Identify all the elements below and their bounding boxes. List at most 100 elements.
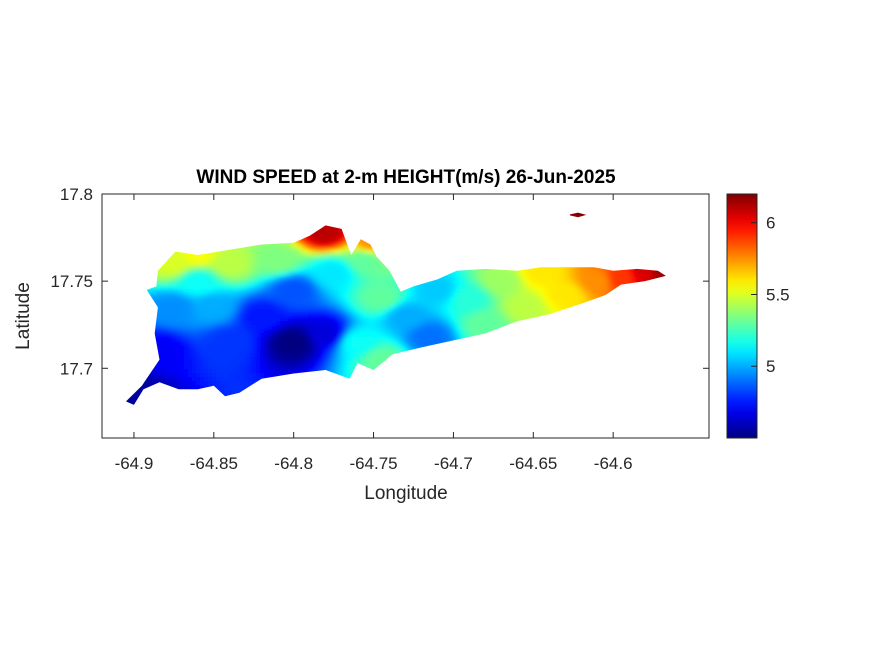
field-cell — [316, 237, 321, 242]
field-cell — [360, 329, 365, 334]
field-cell — [188, 293, 193, 298]
field-cell — [396, 337, 401, 342]
field-cell — [392, 321, 397, 326]
field-cell — [244, 377, 249, 382]
field-cell — [292, 293, 297, 298]
field-cell — [344, 349, 349, 354]
field-cell — [436, 301, 441, 306]
field-cell — [164, 293, 169, 298]
field-cell — [264, 277, 269, 282]
field-cell — [464, 273, 469, 278]
field-cell — [316, 249, 321, 254]
field-cell — [436, 305, 441, 310]
field-cell — [292, 337, 297, 342]
field-cell — [396, 341, 401, 346]
field-cell — [216, 361, 221, 366]
field-cell — [252, 285, 257, 290]
field-cell — [180, 317, 185, 322]
field-cell — [212, 277, 217, 282]
field-cell — [336, 269, 341, 274]
field-cell — [372, 361, 377, 366]
field-cell — [216, 269, 221, 274]
field-cell — [320, 241, 325, 246]
field-cell — [440, 321, 445, 326]
field-cell — [136, 393, 141, 398]
field-cell — [484, 277, 489, 282]
field-cell — [272, 289, 277, 294]
field-cell — [384, 325, 389, 330]
field-cell — [172, 321, 177, 326]
field-cell — [400, 305, 405, 310]
field-cell — [324, 333, 329, 338]
field-cell — [196, 357, 201, 362]
field-cell — [432, 305, 437, 310]
field-cell — [276, 325, 281, 330]
field-cell — [168, 285, 173, 290]
field-cell — [156, 369, 161, 374]
field-cell — [416, 305, 421, 310]
field-cell — [164, 333, 169, 338]
field-cell — [344, 325, 349, 330]
field-cell — [484, 301, 489, 306]
field-cell — [340, 249, 345, 254]
field-cell — [192, 365, 197, 370]
field-cell — [252, 265, 257, 270]
field-cell — [236, 265, 241, 270]
field-cell — [220, 333, 225, 338]
field-cell — [256, 341, 261, 346]
field-cell — [368, 305, 373, 310]
field-cell — [356, 313, 361, 318]
field-cell — [220, 345, 225, 350]
field-cell — [336, 253, 341, 258]
field-cell — [268, 289, 273, 294]
field-cell — [320, 249, 325, 254]
field-cell — [244, 297, 249, 302]
field-cell — [292, 321, 297, 326]
field-cell — [384, 337, 389, 342]
field-cell — [232, 337, 237, 342]
field-cell — [356, 329, 361, 334]
field-cell — [232, 297, 237, 302]
field-cell — [268, 313, 273, 318]
field-cell — [360, 317, 365, 322]
field-cell — [296, 281, 301, 286]
field-cell — [340, 237, 345, 242]
field-cell — [472, 293, 477, 298]
field-cell — [400, 313, 405, 318]
field-cell — [352, 349, 357, 354]
field-cell — [280, 289, 285, 294]
field-cell — [204, 325, 209, 330]
field-cell — [440, 293, 445, 298]
field-cell — [388, 293, 393, 298]
field-cell — [300, 345, 305, 350]
field-cell — [232, 349, 237, 354]
field-cell — [264, 373, 269, 378]
field-cell — [180, 325, 185, 330]
field-cell — [484, 269, 489, 274]
field-cell — [324, 269, 329, 274]
field-cell — [268, 253, 273, 258]
field-cell — [300, 285, 305, 290]
field-cell — [300, 353, 305, 358]
field-cell — [252, 349, 257, 354]
field-cell — [376, 297, 381, 302]
field-cell — [340, 293, 345, 298]
field-cell — [228, 269, 233, 274]
field-cell — [256, 357, 261, 362]
field-cell — [168, 365, 173, 370]
field-cell — [376, 269, 381, 274]
field-cell — [336, 257, 341, 262]
field-cell — [176, 385, 181, 390]
field-cell — [288, 353, 293, 358]
field-cell — [164, 285, 169, 290]
field-cell — [424, 341, 429, 346]
field-cell — [176, 269, 181, 274]
field-cell — [220, 297, 225, 302]
field-cell — [204, 341, 209, 346]
field-cell — [164, 305, 169, 310]
field-cell — [212, 357, 217, 362]
field-cell — [308, 301, 313, 306]
field-cell — [180, 353, 185, 358]
field-cell — [472, 317, 477, 322]
field-cell — [240, 373, 245, 378]
